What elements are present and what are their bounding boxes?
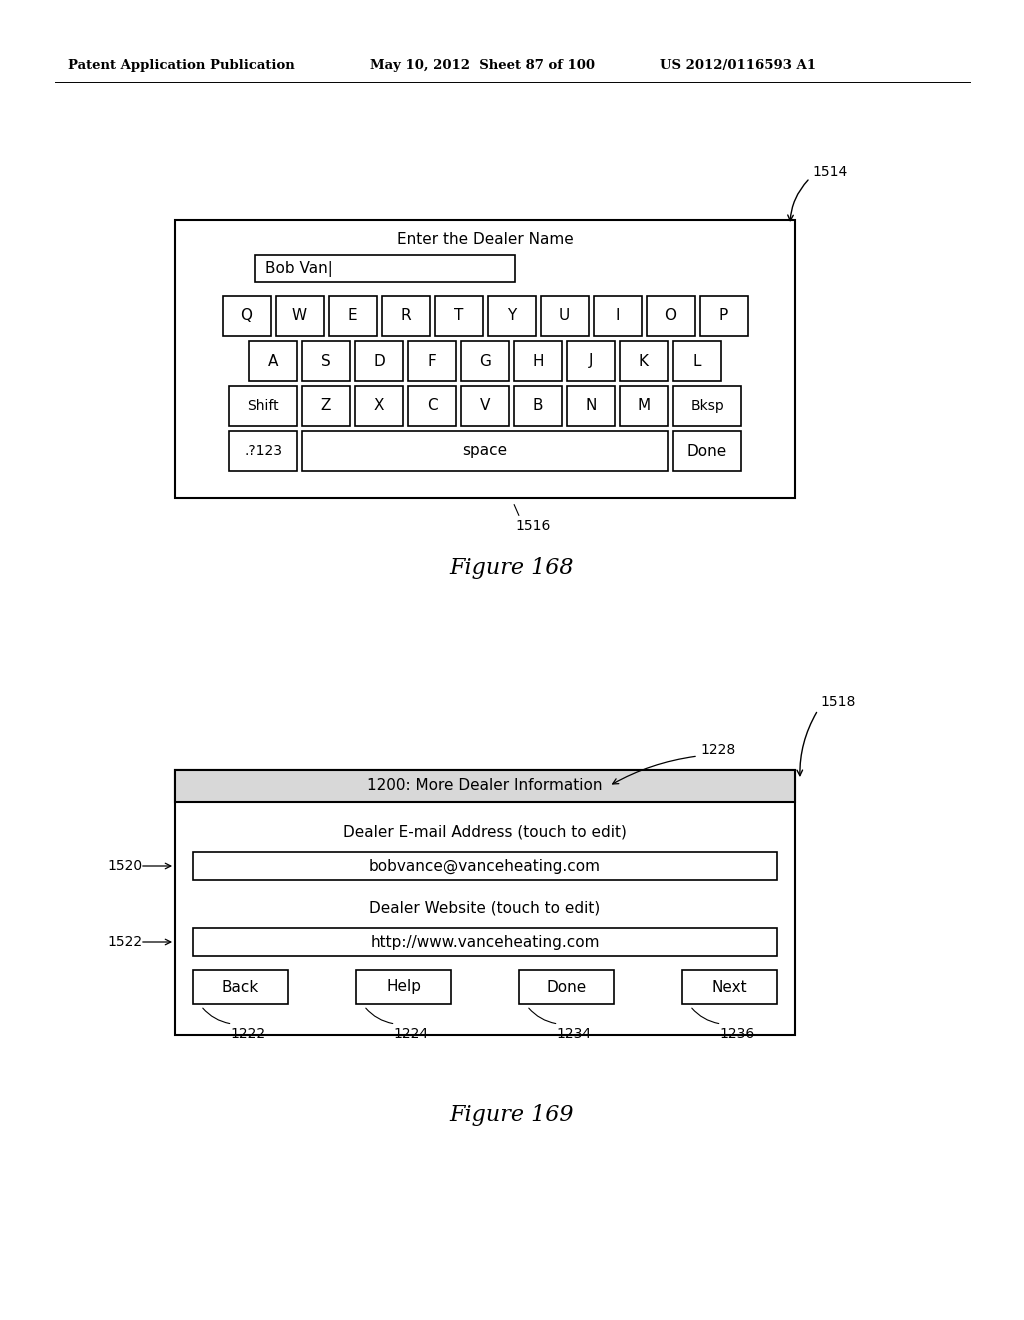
- Text: B: B: [532, 399, 544, 413]
- Bar: [514, 341, 562, 381]
- Bar: [487, 296, 536, 337]
- Text: Dealer Website (touch to edit): Dealer Website (touch to edit): [370, 900, 601, 916]
- Bar: [302, 385, 350, 426]
- Text: Done: Done: [547, 979, 587, 994]
- Bar: [355, 341, 403, 381]
- Text: http://www.vanceheating.com: http://www.vanceheating.com: [371, 935, 600, 949]
- Text: G: G: [479, 354, 490, 368]
- Text: L: L: [693, 354, 701, 368]
- Text: N: N: [586, 399, 597, 413]
- Text: T: T: [454, 309, 463, 323]
- Text: Z: Z: [321, 399, 331, 413]
- Bar: [329, 296, 377, 337]
- Bar: [356, 970, 451, 1005]
- Text: D: D: [373, 354, 385, 368]
- Text: 1236: 1236: [720, 1027, 755, 1041]
- Text: K: K: [639, 354, 649, 368]
- Bar: [620, 385, 668, 426]
- Bar: [646, 296, 694, 337]
- Text: C: C: [427, 399, 437, 413]
- Bar: [673, 341, 721, 381]
- Bar: [229, 385, 297, 426]
- Bar: [461, 341, 509, 381]
- Text: 1516: 1516: [515, 519, 550, 533]
- Bar: [229, 432, 297, 471]
- Bar: [408, 341, 456, 381]
- Text: 1234: 1234: [556, 1027, 592, 1041]
- Text: A: A: [268, 354, 279, 368]
- Bar: [682, 970, 777, 1005]
- Text: E: E: [348, 309, 357, 323]
- Bar: [175, 770, 795, 803]
- Bar: [673, 385, 741, 426]
- Bar: [408, 385, 456, 426]
- Text: W: W: [292, 309, 307, 323]
- Bar: [519, 970, 614, 1005]
- Text: H: H: [532, 354, 544, 368]
- Bar: [541, 296, 589, 337]
- Bar: [567, 341, 615, 381]
- Text: bobvance@vanceheating.com: bobvance@vanceheating.com: [369, 858, 601, 874]
- Text: Shift: Shift: [247, 399, 279, 413]
- Bar: [193, 851, 777, 880]
- Bar: [302, 432, 668, 471]
- Text: R: R: [400, 309, 411, 323]
- Text: Patent Application Publication: Patent Application Publication: [68, 58, 295, 71]
- Text: O: O: [665, 309, 677, 323]
- Text: I: I: [615, 309, 620, 323]
- Text: 1224: 1224: [393, 1027, 429, 1041]
- Bar: [699, 296, 748, 337]
- Text: Dealer E-mail Address (touch to edit): Dealer E-mail Address (touch to edit): [343, 825, 627, 840]
- Text: space: space: [463, 444, 508, 458]
- Text: 1514: 1514: [812, 165, 847, 180]
- Text: Enter the Dealer Name: Enter the Dealer Name: [396, 232, 573, 248]
- Text: May 10, 2012  Sheet 87 of 100: May 10, 2012 Sheet 87 of 100: [370, 58, 595, 71]
- Text: Bob Van|: Bob Van|: [265, 261, 333, 277]
- Text: .?123: .?123: [244, 444, 282, 458]
- Text: S: S: [322, 354, 331, 368]
- Text: Done: Done: [687, 444, 727, 458]
- Bar: [382, 296, 429, 337]
- Bar: [594, 296, 641, 337]
- Text: US 2012/0116593 A1: US 2012/0116593 A1: [660, 58, 816, 71]
- Text: P: P: [719, 309, 728, 323]
- Text: 1518: 1518: [820, 696, 855, 709]
- Text: 1222: 1222: [230, 1027, 265, 1041]
- Text: U: U: [559, 309, 570, 323]
- Bar: [255, 255, 515, 282]
- Bar: [302, 341, 350, 381]
- Text: J: J: [589, 354, 593, 368]
- Text: Q: Q: [241, 309, 253, 323]
- Text: Back: Back: [222, 979, 259, 994]
- Text: M: M: [637, 399, 650, 413]
- Text: 1522: 1522: [106, 935, 142, 949]
- Text: Bksp: Bksp: [690, 399, 724, 413]
- Bar: [193, 928, 777, 956]
- Bar: [461, 385, 509, 426]
- Text: Next: Next: [712, 979, 748, 994]
- Text: 1520: 1520: [106, 859, 142, 873]
- Bar: [620, 341, 668, 381]
- Bar: [355, 385, 403, 426]
- Text: 1200: More Dealer Information: 1200: More Dealer Information: [368, 779, 603, 793]
- Text: Figure 169: Figure 169: [450, 1104, 574, 1126]
- Bar: [673, 432, 741, 471]
- Bar: [275, 296, 324, 337]
- Text: Help: Help: [386, 979, 421, 994]
- Bar: [249, 341, 297, 381]
- Bar: [222, 296, 270, 337]
- Text: F: F: [428, 354, 436, 368]
- Text: Y: Y: [507, 309, 516, 323]
- Text: X: X: [374, 399, 384, 413]
- Bar: [193, 970, 288, 1005]
- Bar: [514, 385, 562, 426]
- Bar: [175, 770, 795, 1035]
- Text: V: V: [480, 399, 490, 413]
- Bar: [434, 296, 482, 337]
- Bar: [175, 220, 795, 498]
- Text: 1228: 1228: [700, 743, 735, 756]
- Bar: [567, 385, 615, 426]
- Text: Figure 168: Figure 168: [450, 557, 574, 579]
